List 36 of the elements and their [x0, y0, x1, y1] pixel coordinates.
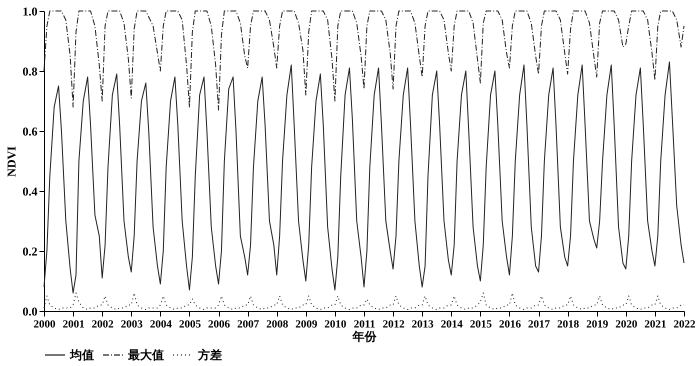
- x-tick-label: 2000: [34, 318, 56, 330]
- x-tick-label: 2001: [62, 318, 85, 330]
- x-tick-label: 2014: [440, 318, 464, 330]
- legend-label: 均值: [69, 348, 94, 362]
- x-tick-label: 2020: [615, 318, 638, 330]
- y-tick-label: 0.2: [22, 244, 38, 258]
- x-tick-label: 2022: [674, 318, 696, 330]
- x-tick-label: 2010: [324, 318, 347, 330]
- y-tick-label: 0.8: [22, 64, 38, 78]
- x-tick-label: 2009: [295, 318, 318, 330]
- x-tick-label: 2003: [120, 318, 144, 330]
- x-tick-label: 2005: [178, 318, 202, 330]
- x-tick-label: 2007: [237, 318, 260, 330]
- x-axis-title: 年份: [352, 330, 378, 344]
- x-tick-label: 2004: [150, 318, 172, 330]
- y-tick-label: 1.0: [22, 4, 38, 18]
- x-tick-label: 2011: [354, 318, 376, 330]
- x-tick-label: 2021: [644, 318, 666, 330]
- legend-label: 方差: [197, 348, 222, 362]
- x-tick-label: 2019: [586, 318, 609, 330]
- y-tick-label: 0.6: [22, 124, 38, 138]
- x-tick-label: 2017: [528, 318, 551, 330]
- line-series: [44, 62, 684, 294]
- x-tick-label: 2018: [557, 318, 580, 330]
- line-series: [44, 10, 684, 110]
- x-tick-label: 2015: [470, 318, 492, 330]
- x-tick-label: 2006: [208, 318, 231, 330]
- x-tick-label: 2012: [382, 318, 406, 330]
- legend-label: 最大值: [127, 348, 164, 362]
- y-tick-label: 0.0: [22, 304, 38, 318]
- x-tick-label: 2016: [498, 318, 522, 330]
- x-tick-label: 2008: [266, 318, 289, 330]
- y-tick-label: 0.4: [22, 184, 38, 198]
- x-tick-label: 2013: [412, 318, 434, 330]
- x-tick-label: 2002: [92, 318, 114, 330]
- y-axis-title: NDVI: [4, 146, 18, 177]
